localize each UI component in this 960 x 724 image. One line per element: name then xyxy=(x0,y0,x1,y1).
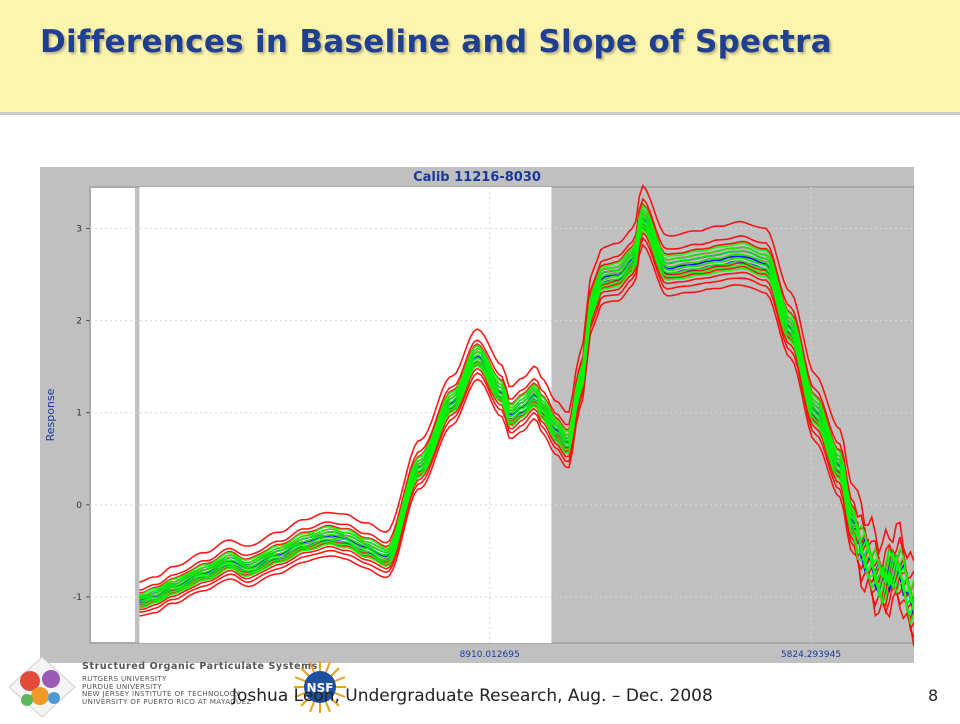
nsf-logo-graphic: NSF xyxy=(294,661,346,713)
spectrum-line-green xyxy=(139,204,914,595)
spectrum-line-green xyxy=(139,227,914,625)
logo-sphere-red xyxy=(20,671,40,691)
spectrum-line-red xyxy=(139,243,914,647)
spectrum-line-green xyxy=(139,220,914,608)
institution-line: UNIVERSITY OF PUERTO RICO AT MAYAGÜEZ xyxy=(82,696,252,706)
institution-line: RUTGERS UNIVERSITY xyxy=(82,673,167,683)
spectrum-line-red xyxy=(139,197,914,591)
spectrum-line-red xyxy=(139,231,914,632)
y-tick-label: 3 xyxy=(76,224,82,234)
spectrum-line-green xyxy=(139,223,914,614)
included-region xyxy=(91,188,135,642)
logo-sphere-purple xyxy=(42,670,60,688)
institution-line: NEW JERSEY INSTITUTE OF TECHNOLOGY xyxy=(82,689,240,699)
footer-credit: Joshua Leon, Undergraduate Research, Aug… xyxy=(232,686,713,706)
spectra-series xyxy=(139,184,914,647)
x-tick-label: 5824.293945 xyxy=(781,650,841,660)
y-tick-label: 1 xyxy=(76,409,82,419)
spectrum-line-green xyxy=(139,217,914,610)
slide-title: Differences in Baseline and Slope of Spe… xyxy=(40,24,832,60)
logo-sphere-green xyxy=(21,694,33,706)
spectrum-line-green xyxy=(139,208,914,604)
nsf-globe xyxy=(304,671,336,703)
y-axis-label: Response xyxy=(44,388,57,441)
y-tick-label: -1 xyxy=(73,593,82,603)
region-shading xyxy=(91,187,552,643)
sops-logo-graphic xyxy=(8,656,76,718)
spectrum-line-green xyxy=(139,211,914,607)
logo-sphere-blue xyxy=(48,692,60,704)
organization-block: Structured Organic Particulate Systems R… xyxy=(82,662,318,705)
institution-line: PURDUE UNIVERSITY xyxy=(82,681,162,691)
nsf-text: NSF xyxy=(307,681,334,695)
spectrum-line-red xyxy=(139,236,914,638)
x-tick-label: 8910.012695 xyxy=(460,650,520,660)
x-tick-labels: 8910.012695 5824.293945 xyxy=(460,650,841,660)
spectra-chart: Calib 11216-8030 Response -1 0 1 2 3 8910.01… xyxy=(40,167,914,663)
nsf-logo: NSF xyxy=(293,660,347,714)
chart-title: Calib 11216-8030 xyxy=(413,170,541,185)
spectrum-line-green xyxy=(139,215,914,613)
title-band: Differences in Baseline and Slope of Spe… xyxy=(0,0,960,115)
logo-sphere-orange xyxy=(31,687,49,705)
sops-logo xyxy=(6,654,78,720)
spectra-chart-svg: Calib 11216-8030 Response -1 0 1 2 3 8910.01… xyxy=(40,167,914,663)
spectrum-line-red xyxy=(139,184,914,583)
y-tick-label: 0 xyxy=(76,501,82,511)
organization-name: Structured Organic Particulate Systems xyxy=(82,661,318,672)
page-number: 8 xyxy=(928,686,939,705)
y-tick-label: 2 xyxy=(76,317,82,327)
logo-diamond xyxy=(8,656,76,718)
y-tick-labels: -1 0 1 2 3 xyxy=(73,224,90,603)
